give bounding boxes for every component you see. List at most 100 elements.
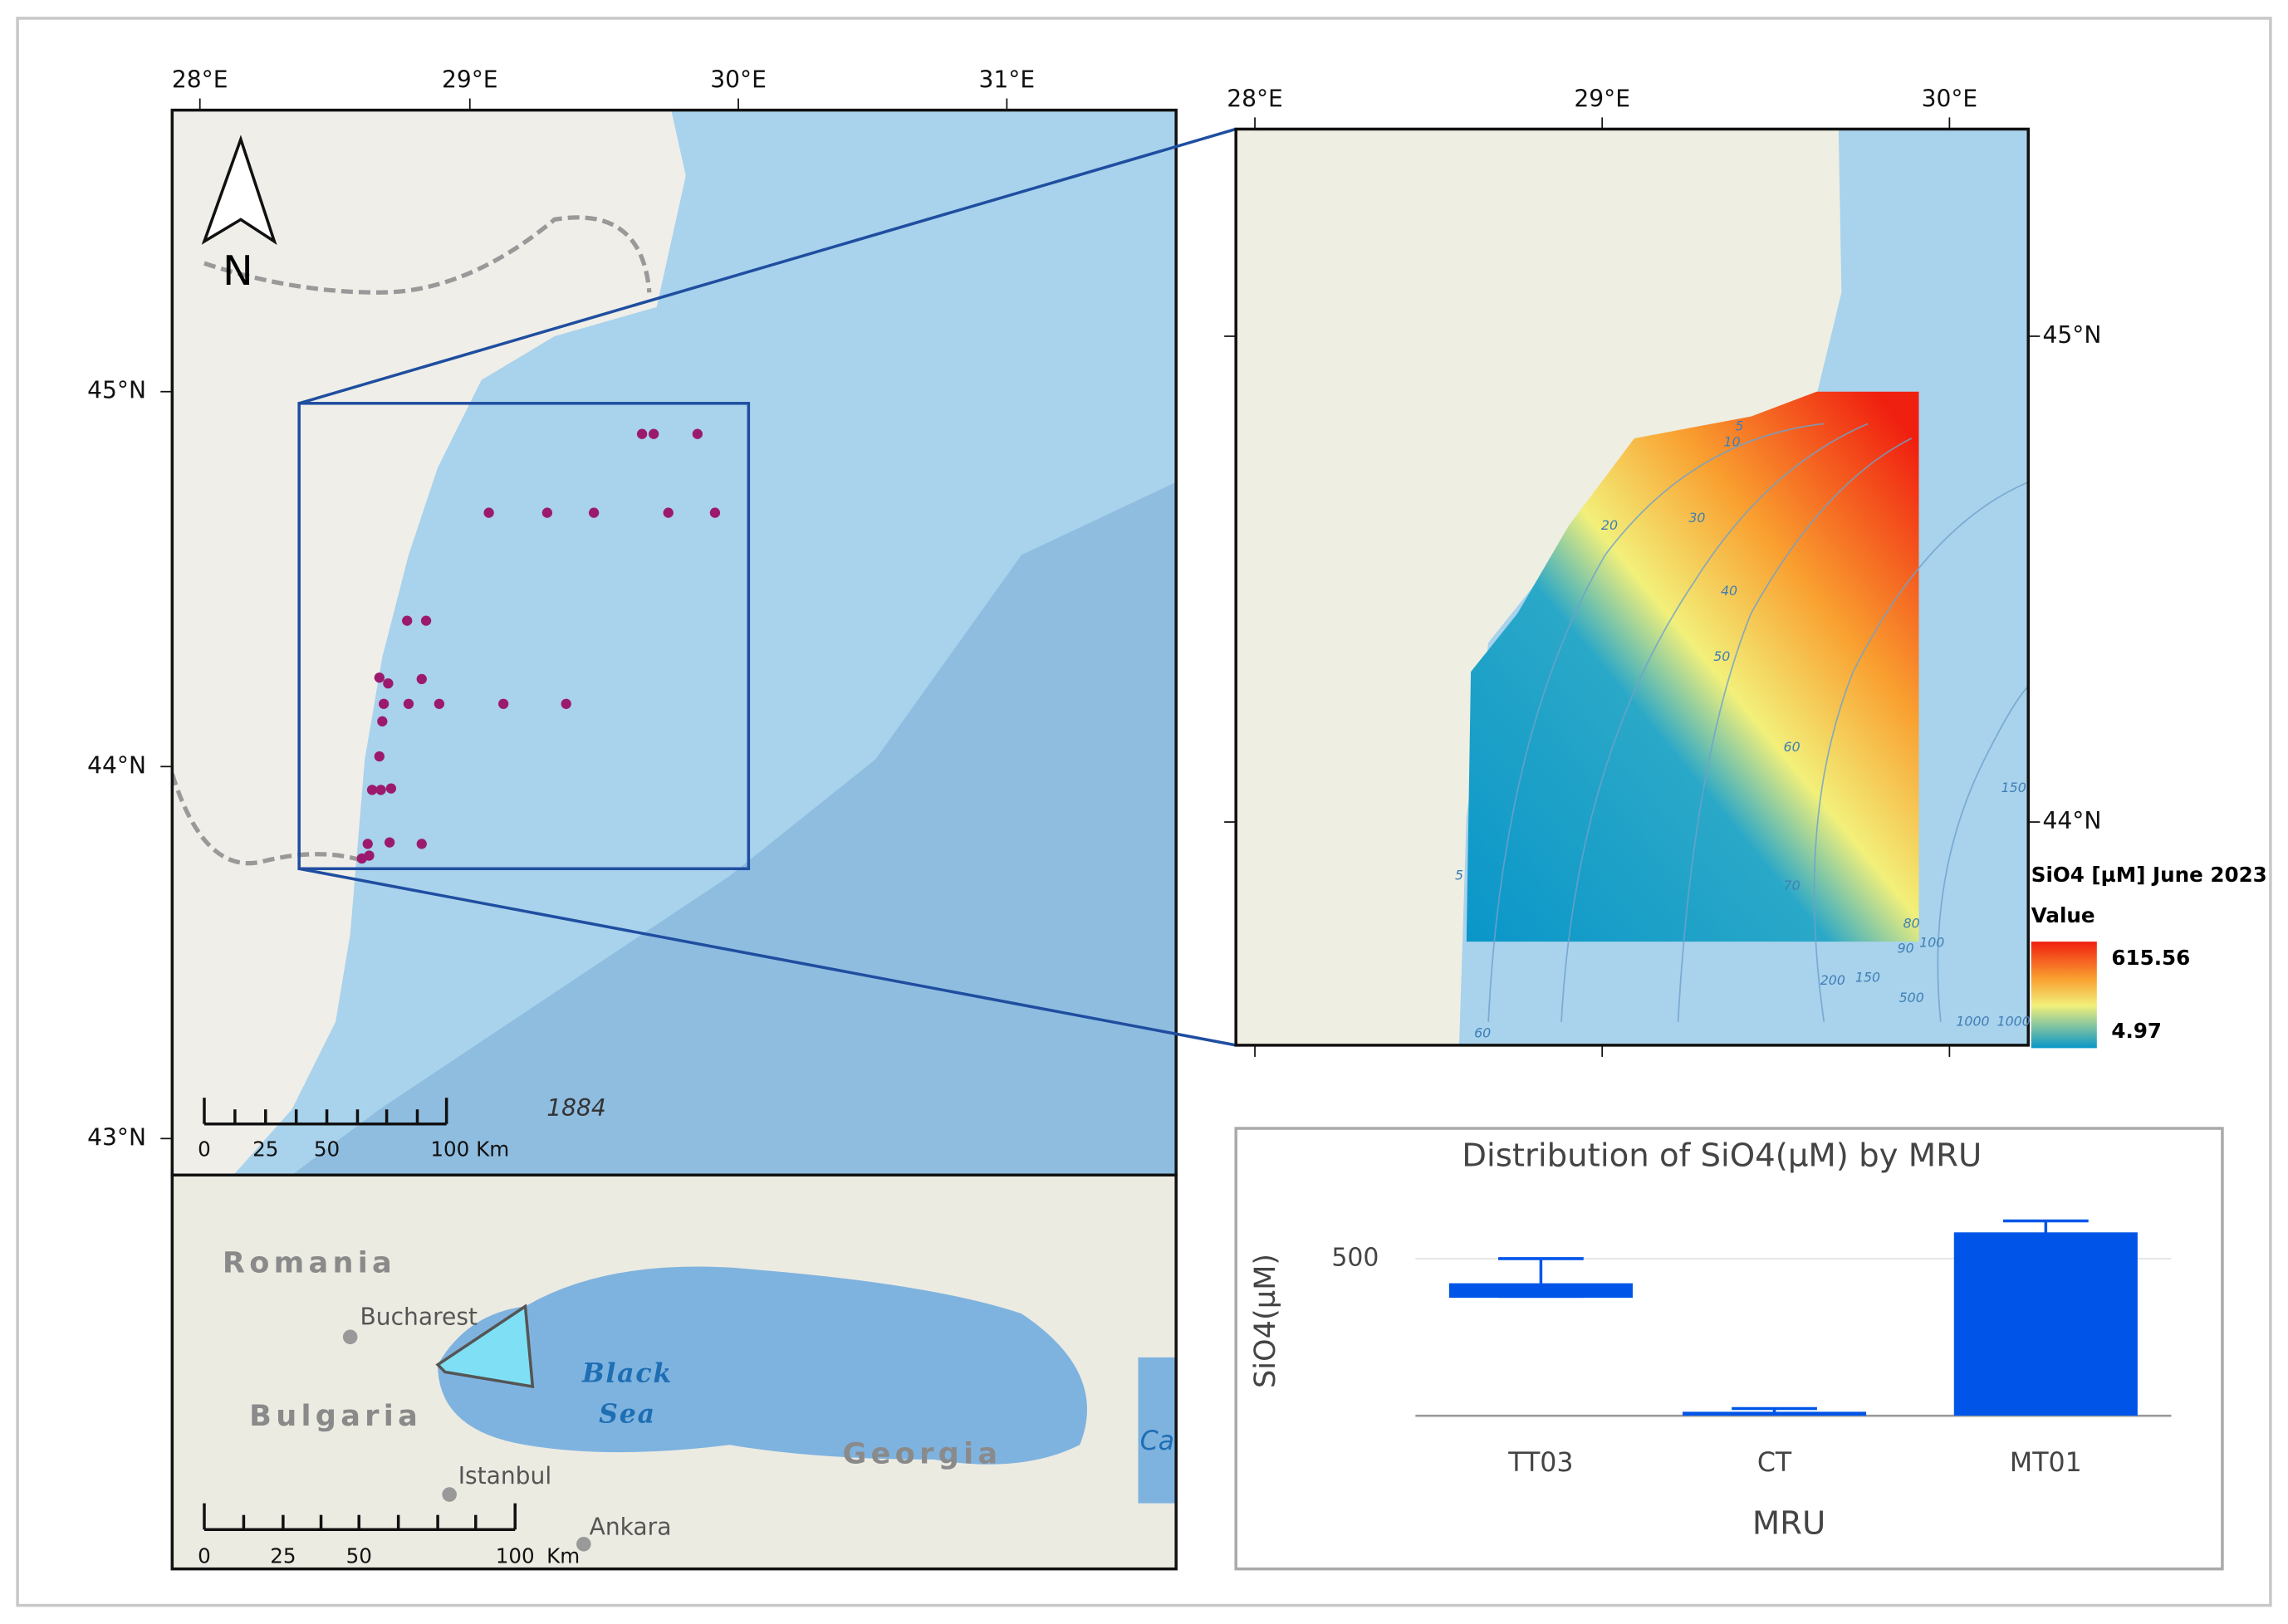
scale-label: 25 — [252, 1137, 278, 1161]
x-tick-label: CT — [1757, 1448, 1792, 1478]
contour — [1560, 423, 1869, 1022]
scale-label: 25 — [270, 1544, 296, 1568]
zoom-box — [297, 402, 751, 871]
place-label: Ankara — [590, 1513, 672, 1540]
station — [384, 837, 395, 848]
study-area — [435, 1304, 535, 1389]
black-sea — [438, 1266, 1087, 1465]
box — [1448, 1283, 1633, 1299]
lat-label: 44°N — [2043, 807, 2102, 834]
place-label: Georgia — [842, 1437, 1002, 1471]
zoom-map — [1236, 129, 2029, 1045]
contour — [1813, 481, 2029, 1022]
scale-label: 100 Km — [430, 1137, 509, 1161]
inset-scale-bar — [203, 1503, 517, 1531]
scale-label: 50 — [346, 1544, 372, 1568]
station — [416, 673, 427, 685]
contour-label: 500 — [1899, 990, 1924, 1005]
contour — [1487, 423, 1825, 1022]
place-label: Black — [581, 1357, 673, 1388]
lat-label: 45°N — [2043, 321, 2102, 349]
x-axis-label: MRU — [1752, 1504, 1825, 1542]
contour-label: 30 — [1688, 510, 1705, 526]
zoom-frame — [1234, 127, 2031, 1047]
place-label: Romania — [223, 1245, 396, 1279]
place-label: Bulgaria — [249, 1399, 422, 1433]
contour-label: 5 — [1735, 418, 1743, 433]
contour-label: 5 — [1455, 868, 1463, 883]
place-label: Ca — [1140, 1426, 1174, 1456]
legend-max: 615.56 — [2111, 946, 2190, 970]
station — [364, 850, 375, 861]
inset-frame — [170, 1173, 1178, 1571]
chart-title: Distribution of SiO4(µM) by MRU — [1462, 1137, 1982, 1175]
depth-annotation: 1884 — [546, 1094, 606, 1122]
station — [434, 698, 445, 709]
scale-label: Km — [546, 1544, 580, 1568]
contour-label: 20 — [1601, 517, 1618, 533]
lon-label: 28°E — [172, 66, 228, 93]
scale-label: 0 — [198, 1544, 211, 1568]
contour-label: 150 — [1855, 970, 1880, 986]
station — [498, 698, 509, 709]
box — [1953, 1232, 2138, 1416]
scale-bar — [203, 1098, 448, 1126]
station — [709, 507, 721, 518]
north-label: N — [223, 247, 253, 295]
contour-label: 70 — [1784, 878, 1801, 893]
station — [385, 783, 397, 794]
lon-label: 29°E — [1574, 85, 1630, 112]
zoom-line — [298, 867, 1237, 1047]
city-dot — [442, 1487, 457, 1502]
station — [663, 507, 674, 518]
legend-title: SiO4 [µM] June 2023 — [2031, 863, 2267, 887]
x-tick-label: MT01 — [2010, 1448, 2082, 1478]
lat-label: 44°N — [87, 751, 146, 779]
legend-ramp — [2031, 942, 2097, 1049]
station — [362, 839, 373, 849]
contour-label: 200 — [1820, 972, 1845, 988]
place-label: Bucharest — [360, 1303, 478, 1330]
contour-label: 60 — [1784, 739, 1801, 755]
lon-label: 31°E — [979, 66, 1036, 93]
contour-label: 60 — [1474, 1025, 1491, 1040]
contour-label: 40 — [1721, 583, 1737, 599]
deep-sea — [292, 482, 1177, 1176]
y-axis-label: SiO4(µM) — [1248, 1254, 1282, 1388]
station — [378, 698, 389, 709]
station — [420, 615, 432, 626]
lon-label: 30°E — [710, 66, 767, 93]
contours — [1487, 423, 2029, 1022]
y-tick-label: 500 — [1331, 1243, 1379, 1272]
contour-label: 150 — [2001, 780, 2026, 795]
station — [588, 507, 600, 518]
lat-label: 45°N — [87, 377, 146, 404]
border — [203, 215, 652, 295]
station — [374, 751, 385, 762]
legend-subtitle: Value — [2031, 903, 2095, 927]
lat-label: 43°N — [87, 1123, 146, 1151]
box — [1682, 1411, 1867, 1416]
station — [374, 672, 385, 683]
station — [561, 698, 571, 709]
contour — [1937, 686, 2029, 1022]
place-label: Sea — [599, 1399, 656, 1430]
lon-label: 29°E — [442, 66, 498, 93]
contour — [1677, 438, 1913, 1022]
place-label: Istanbul — [458, 1462, 551, 1489]
contour-label: 90 — [1898, 940, 1914, 956]
contour-label: 10 — [1724, 434, 1741, 450]
city-dot — [576, 1536, 591, 1552]
scale-label: 100 — [496, 1544, 535, 1568]
station — [403, 698, 414, 709]
x-tick-label: TT03 — [1507, 1448, 1573, 1478]
station — [648, 428, 659, 439]
city-dot — [342, 1329, 358, 1345]
caspian — [1138, 1357, 1177, 1504]
contour-label: 1000 — [1997, 1013, 2031, 1029]
lon-label: 28°E — [1227, 85, 1283, 112]
zoom-line — [298, 127, 1237, 405]
lon-label: 30°E — [1922, 85, 1978, 112]
station — [383, 677, 394, 689]
scale-label: 50 — [314, 1137, 340, 1161]
